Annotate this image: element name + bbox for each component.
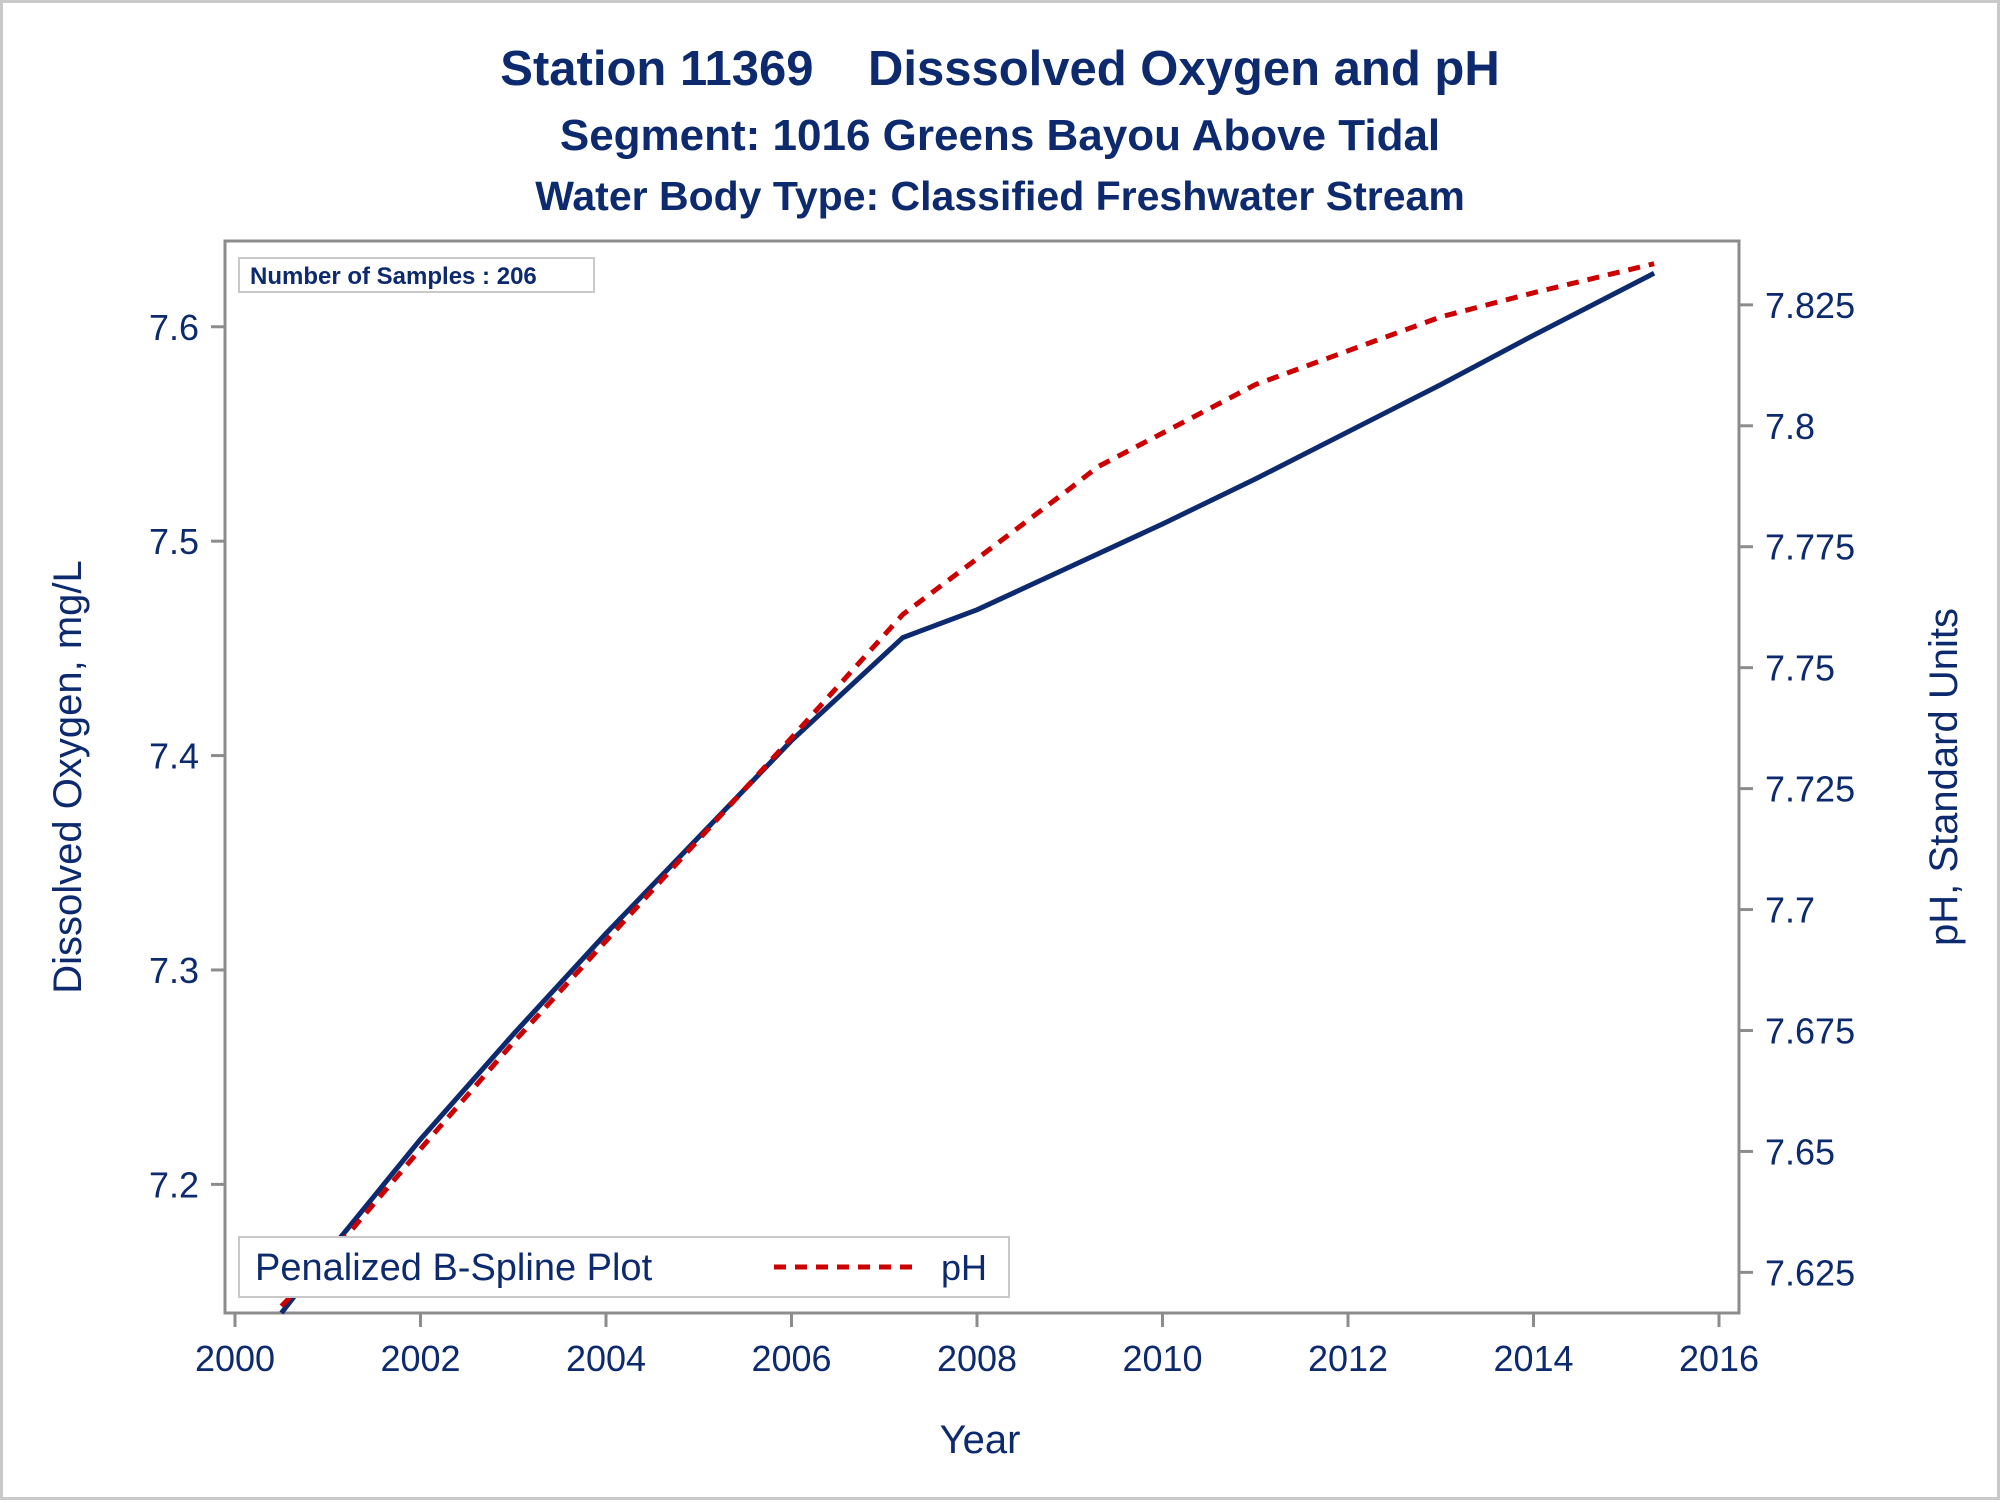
- x-axis: 2000 2002 2004 2006 2008 2010 2012 2014 2016: [195, 1313, 1759, 1379]
- y2-tick-label: 7.8: [1765, 406, 1815, 447]
- legend: Penalized B-Spline Plot pH: [238, 1236, 1010, 1298]
- x-tick-label: 2004: [566, 1338, 646, 1379]
- x-tick-label: 2006: [751, 1338, 831, 1379]
- samples-annotation-box: [238, 257, 595, 293]
- x-tick-label: 2010: [1122, 1338, 1202, 1379]
- x-tick-label: 2012: [1308, 1338, 1388, 1379]
- chart-svg: 2000 2002 2004 2006 2008 2010 2012 2014 2016 7.2…: [46, 239, 1966, 1462]
- legend-title: Penalized B-Spline Plot: [255, 1247, 653, 1289]
- y-axis-label: Dissolved Oxygen, mg/L: [46, 560, 90, 994]
- y2-axis-label: pH, Standard Units: [1922, 608, 1966, 946]
- y2-tick-label: 7.675: [1765, 1010, 1855, 1051]
- y2-tick-label: 7.725: [1765, 769, 1855, 810]
- y2-tick-label: 7.7: [1765, 890, 1815, 931]
- y2-tick-label: 7.625: [1765, 1252, 1855, 1293]
- y-tick-label: 7.4: [149, 736, 199, 777]
- y-tick-label: 7.6: [149, 307, 199, 348]
- plot-area: [223, 239, 1741, 1315]
- y-axis-right: 7.625 7.65 7.675 7.7 7.725 7.75 7.775 7.8 7.825: [1739, 285, 1855, 1293]
- chart-subtitle-2: Water Body Type: Classified Freshwater S…: [535, 173, 1465, 219]
- y2-tick-label: 7.65: [1765, 1131, 1835, 1172]
- y-tick-label: 7.3: [149, 950, 199, 991]
- x-tick-label: 2002: [380, 1338, 460, 1379]
- x-tick-label: 2008: [937, 1338, 1017, 1379]
- y2-tick-label: 7.75: [1765, 648, 1835, 689]
- x-tick-label: 2000: [195, 1338, 275, 1379]
- samples-annotation-text: Number of Samples : 206: [250, 263, 537, 290]
- y-tick-label: 7.5: [149, 521, 199, 562]
- y2-tick-label: 7.825: [1765, 285, 1855, 326]
- chart-title: Station 11369 Disssolved Oxygen and pH: [500, 42, 1500, 96]
- x-tick-label: 2014: [1493, 1338, 1573, 1379]
- y2-tick-label: 7.775: [1765, 527, 1855, 568]
- samples-annotation: Number of Samples : 206: [238, 257, 595, 293]
- chart-subtitle: Segment: 1016 Greens Bayou Above Tidal: [559, 111, 1441, 160]
- series-line-dissolved-oxygen: [279, 270, 1656, 1315]
- series-line-ph: [279, 261, 1655, 1308]
- legend-ph-label: pH: [941, 1247, 987, 1288]
- x-axis-label: Year: [940, 1418, 1021, 1462]
- y-axis-left: 7.2 7.3 7.4 7.5 7.6: [149, 307, 225, 1205]
- x-tick-label: 2016: [1679, 1338, 1759, 1379]
- y-tick-label: 7.2: [149, 1164, 199, 1205]
